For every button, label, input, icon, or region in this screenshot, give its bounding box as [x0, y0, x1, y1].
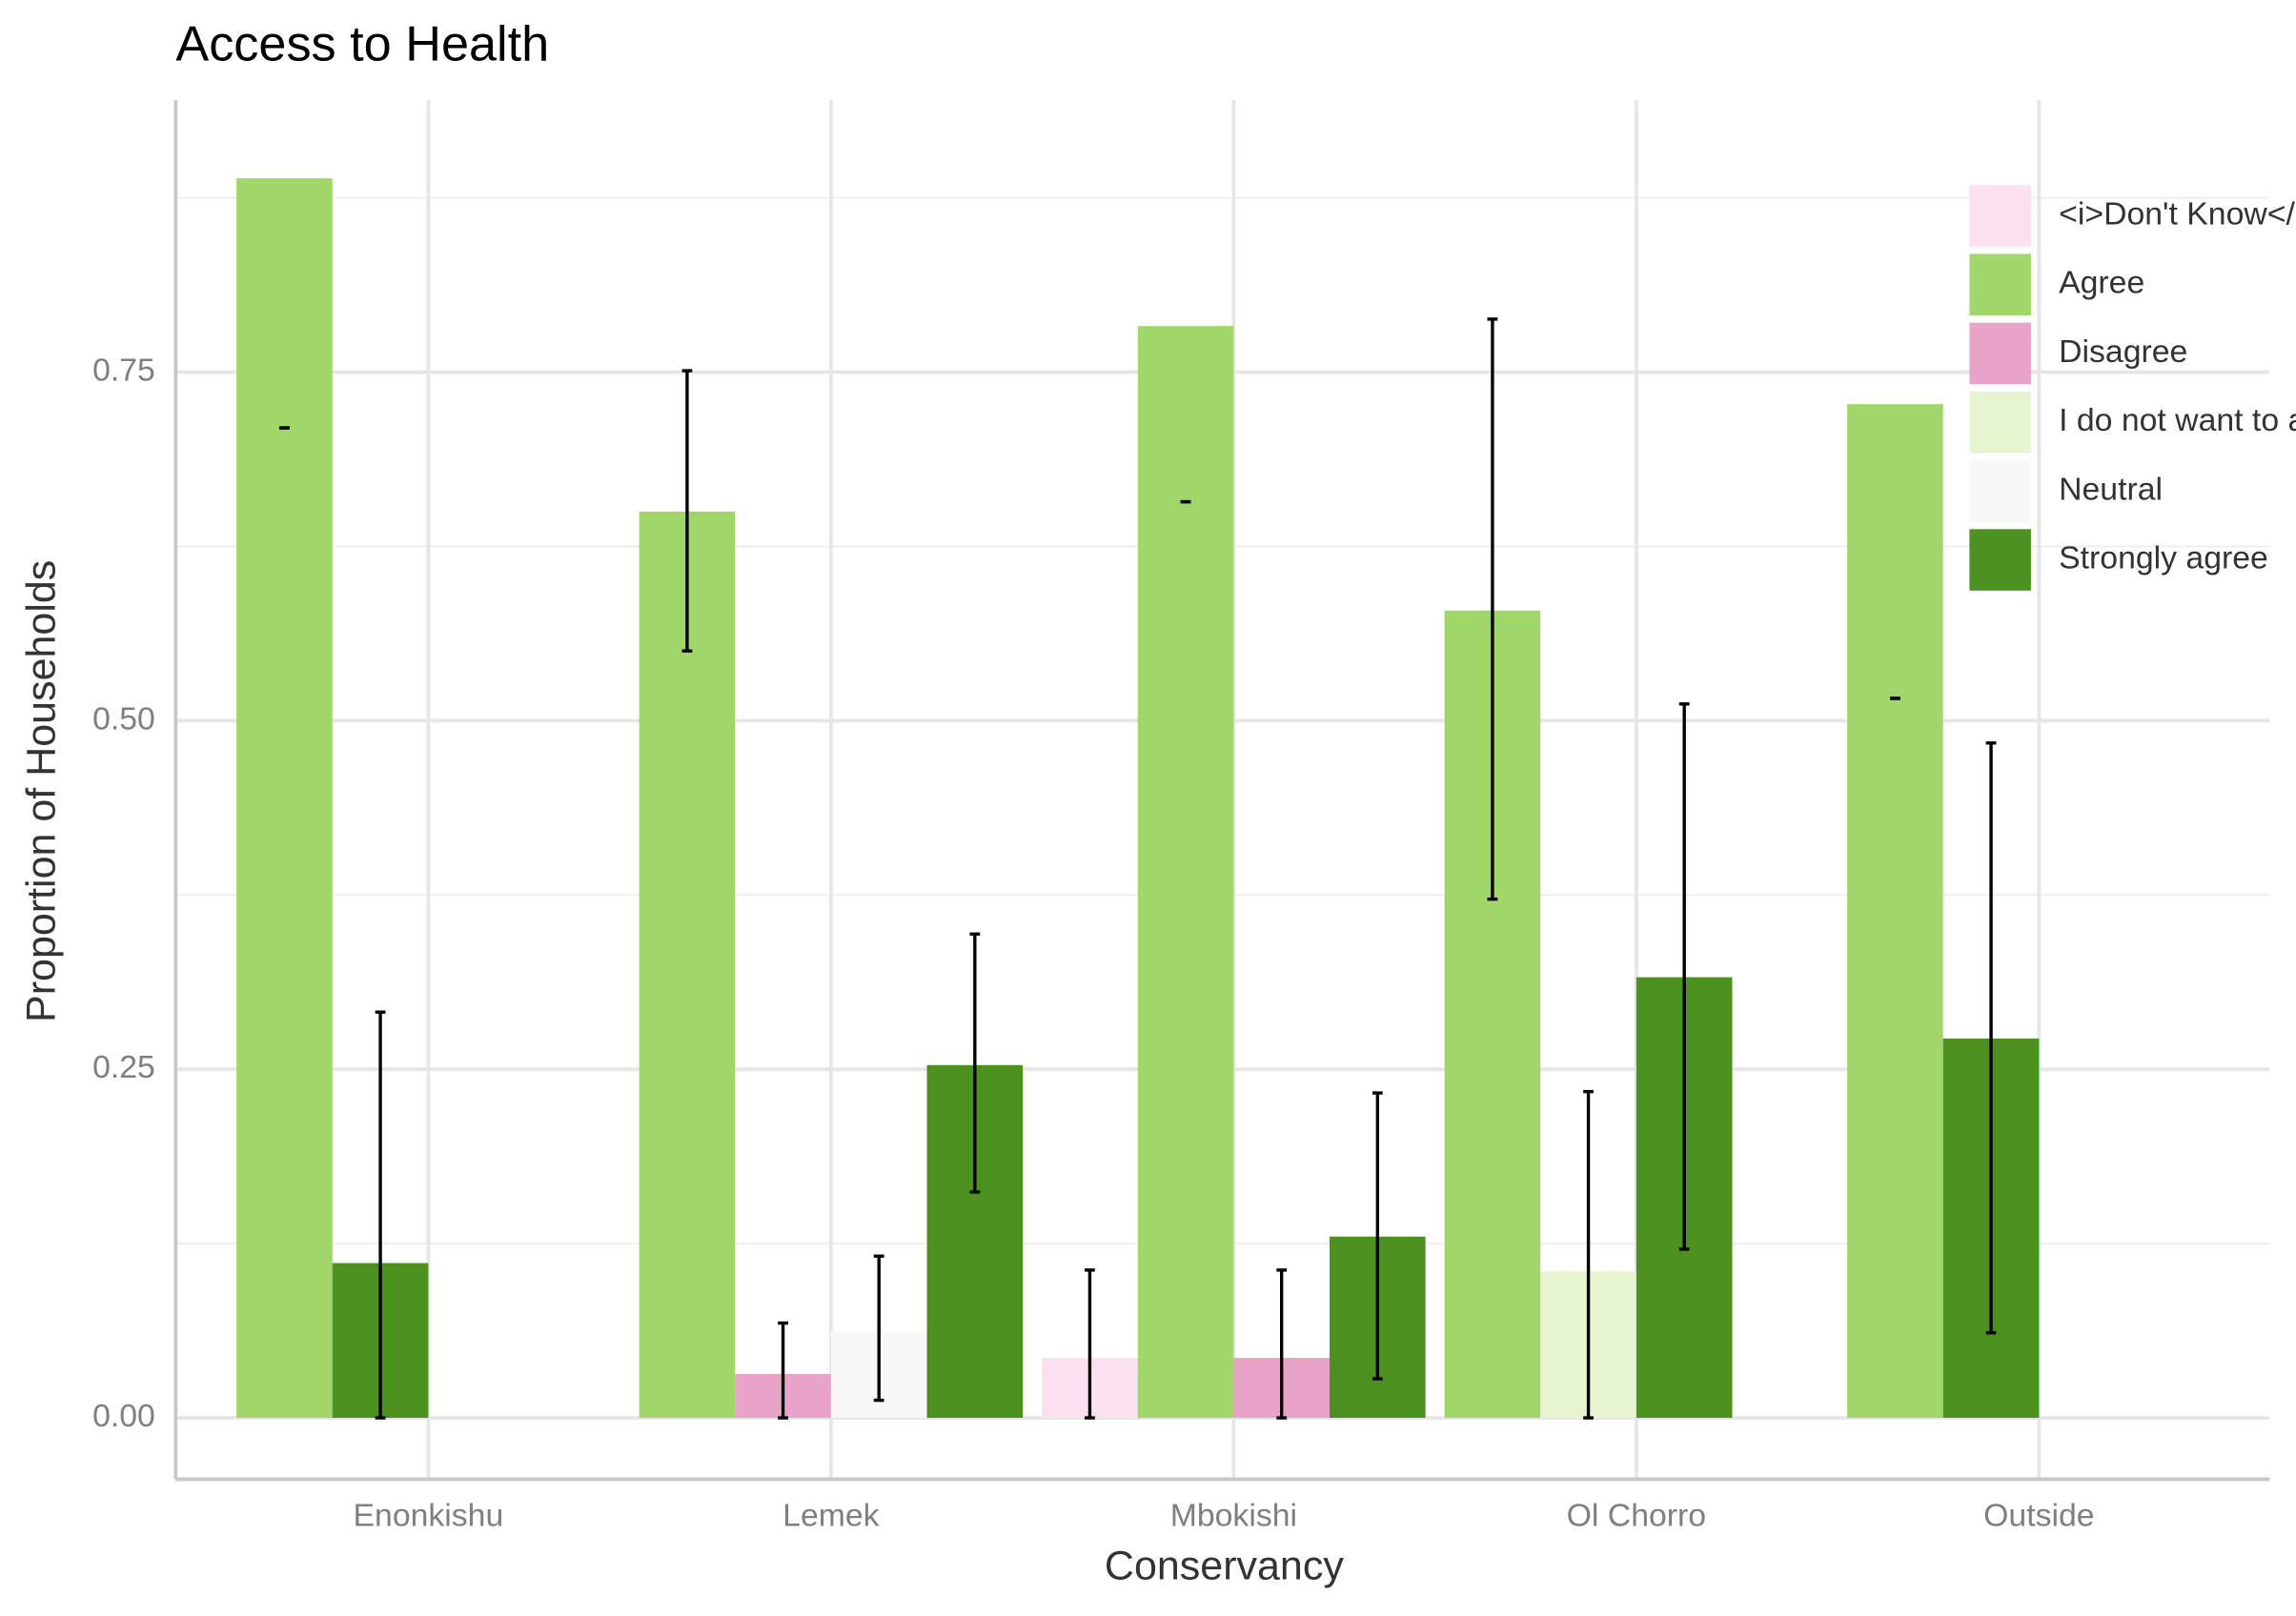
legend-key — [1969, 460, 2031, 522]
legend-label: Neutral — [2059, 471, 2163, 507]
legend-key — [1969, 391, 2031, 454]
bar — [1847, 404, 1943, 1419]
error-bar — [681, 369, 693, 653]
bar — [1137, 326, 1234, 1419]
error-bar — [1372, 1091, 1383, 1381]
x-tick-label: Outside — [1983, 1497, 2094, 1533]
x-tick-label: Enonkishu — [354, 1497, 504, 1533]
error-bar — [873, 1254, 884, 1403]
legend-label: <i>Don't Know</i> — [2059, 195, 2296, 232]
error-bar — [1985, 741, 1997, 1335]
error-bar — [1085, 1268, 1095, 1420]
error-bar — [375, 1010, 386, 1420]
x-axis-title: Conservancy — [1105, 1543, 1344, 1588]
y-tick-label: 0.75 — [92, 352, 155, 388]
legend-label: Strongly agree — [2059, 540, 2268, 576]
legend-key — [1969, 322, 2031, 385]
x-tick-label: Mbokishi — [1170, 1497, 1297, 1533]
bar — [236, 178, 333, 1419]
y-tick-label: 0.25 — [92, 1049, 155, 1085]
error-bar — [969, 932, 981, 1194]
legend-label: I do not want to answer — [2059, 402, 2296, 438]
error-bar — [1583, 1089, 1594, 1420]
error-bar — [1487, 317, 1498, 901]
y-tick-label: 0.50 — [92, 700, 155, 737]
bar — [639, 511, 736, 1419]
legend-key — [1969, 185, 2031, 247]
y-tick-label: 0.00 — [92, 1398, 155, 1434]
error-bar — [1276, 1268, 1288, 1420]
legend-label: Agree — [2059, 265, 2144, 301]
x-tick-label: Lemek — [782, 1497, 880, 1533]
chart-title: Access to Health — [175, 17, 549, 72]
legend-label: Disagree — [2059, 333, 2187, 370]
x-tick-label: Ol Chorro — [1567, 1497, 1706, 1533]
legend-key — [1969, 529, 2031, 591]
error-bar — [778, 1321, 788, 1420]
y-axis-title: Proportion of Households — [18, 560, 64, 1022]
error-bar — [1678, 702, 1690, 1251]
legend-key — [1969, 253, 2031, 316]
